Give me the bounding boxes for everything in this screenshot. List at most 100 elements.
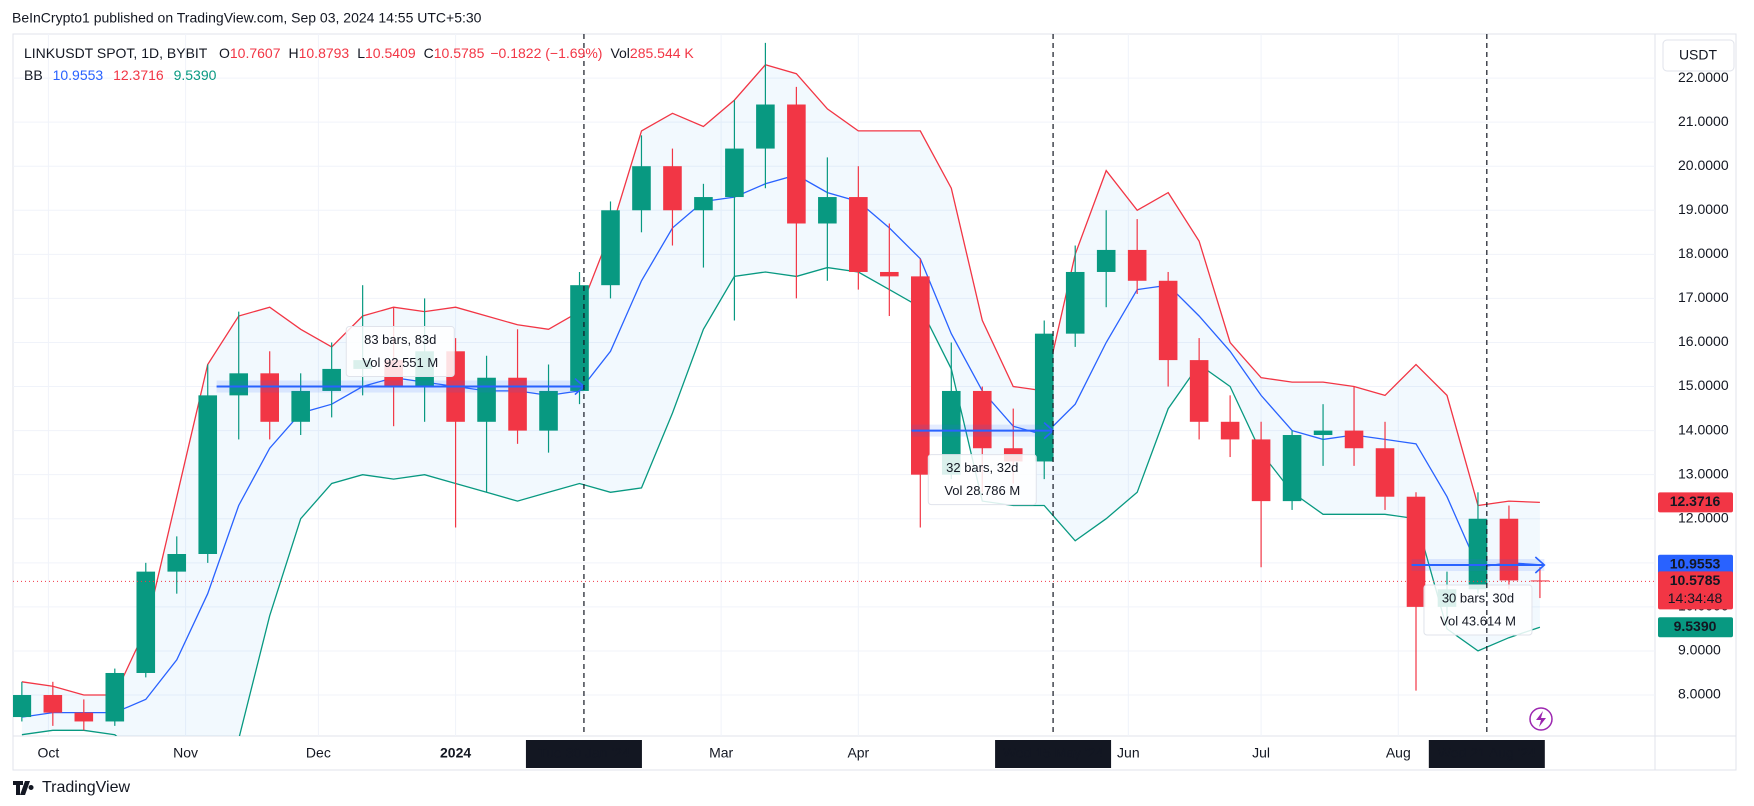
candle-body xyxy=(849,197,868,272)
legend-value: 10.5785 xyxy=(434,45,485,61)
legend-value: 10.7607 xyxy=(230,45,281,61)
y-tick-label: 22.0000 xyxy=(1678,69,1729,85)
candle-body xyxy=(1251,439,1271,502)
candle-body xyxy=(260,373,279,422)
x-tick-label: 2024 xyxy=(440,745,471,761)
last-price-badge-label: 10.5785 xyxy=(1670,572,1721,588)
y-tick-label: 15.0000 xyxy=(1678,377,1729,393)
candle-body xyxy=(632,166,651,211)
candle-body xyxy=(1065,271,1085,334)
symbol: LINKUSDT SPOT, 1D, BYBIT xyxy=(24,45,208,61)
candle-body xyxy=(43,695,63,713)
bb-upper-line xyxy=(21,64,1540,696)
legend-volume: 285.544 K xyxy=(630,45,694,61)
measure-label-box xyxy=(345,326,455,378)
measure-arrow xyxy=(1534,556,1546,574)
basis-badge-label: 10.9553 xyxy=(1670,555,1721,571)
logo-mark xyxy=(13,781,34,795)
candle-body xyxy=(1220,421,1240,440)
y-tick-label: 20.0000 xyxy=(1678,157,1729,173)
candle-body xyxy=(1313,430,1333,436)
y-tick-label: 21.0000 xyxy=(1678,113,1729,129)
measure-volume-label: Vol 43.614 M xyxy=(1440,613,1516,628)
candle-body xyxy=(539,390,558,431)
candle-body xyxy=(13,695,32,718)
date-marker-box xyxy=(995,740,1112,768)
y-tick-label: 9.0000 xyxy=(1678,642,1721,658)
candle-body xyxy=(663,166,682,211)
candle-body xyxy=(818,197,837,224)
candle-body xyxy=(1375,448,1395,497)
bb-legend: BB 10.9553 12.3716 9.5390 xyxy=(24,67,217,83)
x-tick-label: Aug xyxy=(1386,745,1411,761)
candle-body xyxy=(136,571,156,673)
candle-body xyxy=(229,373,249,396)
bb-lower-value: 9.5390 xyxy=(174,67,217,83)
y-tick-label: 16.0000 xyxy=(1678,333,1729,349)
candle-body xyxy=(1406,496,1426,607)
candle-body xyxy=(941,390,961,475)
measure-volume-label: Vol 92.551 M xyxy=(362,355,438,370)
upper-badge-label: 12.3716 xyxy=(1670,493,1721,509)
chart-frame xyxy=(12,33,1737,771)
x-tick-label: Jul xyxy=(1252,745,1270,761)
published-note: BeInCrypto1 published on TradingView.com… xyxy=(12,10,482,26)
plot-area xyxy=(13,42,1655,736)
bb-basis-line xyxy=(21,174,1540,718)
candle-body xyxy=(1468,518,1488,590)
candle-body xyxy=(322,368,341,391)
candle-body xyxy=(880,271,899,277)
symbol-legend: LINKUSDT SPOT, 1D, BYBIT O10.7607 H10.879… xyxy=(24,45,694,61)
date-marker-box xyxy=(1428,740,1545,768)
y-tick-label: 13.0000 xyxy=(1678,465,1729,481)
date-marker-label: Tue 30 Jan '24 xyxy=(538,745,630,761)
ohlc-legend: O10.7607 H10.8793 L10.5409 C10.5785 −0.1822 … xyxy=(219,45,694,61)
x-tick-label: Oct xyxy=(38,745,60,761)
legend-volume-key: Vol xyxy=(610,45,629,61)
candle-body xyxy=(1158,280,1178,361)
candle-body xyxy=(756,104,775,149)
y-tick-label: 19.0000 xyxy=(1678,201,1729,217)
measure-volume-label: Vol 28.786 M xyxy=(944,483,1020,498)
y-tick-label: 8.0000 xyxy=(1678,686,1721,702)
lower-badge-box xyxy=(1658,617,1733,638)
bb-label: BB xyxy=(24,67,43,83)
legend-value: 10.8793 xyxy=(299,45,350,61)
measure-label-box xyxy=(1423,584,1533,636)
countdown-label: 14:34:48 xyxy=(1668,590,1723,606)
lightning-bolt[interactable] xyxy=(1536,711,1546,727)
basis-badge-box xyxy=(1658,554,1733,575)
candle-body xyxy=(972,390,992,449)
legend-key: H xyxy=(288,45,298,61)
legend-value: 10.5409 xyxy=(365,45,416,61)
candle-body xyxy=(570,285,589,391)
candle-body xyxy=(1189,360,1209,422)
candle-body xyxy=(105,672,125,722)
date-marker-box xyxy=(525,740,642,768)
candle-body xyxy=(74,712,94,722)
date-marker-label: Wed 21 Aug '24 xyxy=(1438,745,1536,761)
currency-button-box[interactable] xyxy=(1662,39,1735,72)
candle-body xyxy=(1499,518,1519,581)
y-tick-label: 14.0000 xyxy=(1678,421,1729,437)
currency-button-label[interactable]: USDT xyxy=(1679,47,1718,63)
candle-body xyxy=(1096,249,1116,272)
bb-basis-value: 10.9553 xyxy=(53,67,104,83)
x-tick-label: Jun xyxy=(1117,745,1140,761)
currency-button[interactable]: USDT xyxy=(1662,39,1735,72)
candle-body xyxy=(1344,430,1364,449)
lightning-icon[interactable] xyxy=(1529,707,1553,731)
footer-brand: TradingView xyxy=(42,779,130,796)
measure-bars-label: 83 bars, 83d xyxy=(364,332,436,347)
candle-body xyxy=(694,197,713,211)
candle-body xyxy=(1034,333,1054,462)
candle-body xyxy=(198,395,218,554)
candle-body xyxy=(911,276,930,475)
legend-key: O xyxy=(219,45,230,61)
candle-body xyxy=(601,210,620,286)
x-tick-label: Apr xyxy=(847,745,869,761)
legend-key: L xyxy=(357,45,365,61)
x-tick-label: Dec xyxy=(306,745,331,761)
measure-bars-label: 32 bars, 32d xyxy=(946,460,1018,475)
